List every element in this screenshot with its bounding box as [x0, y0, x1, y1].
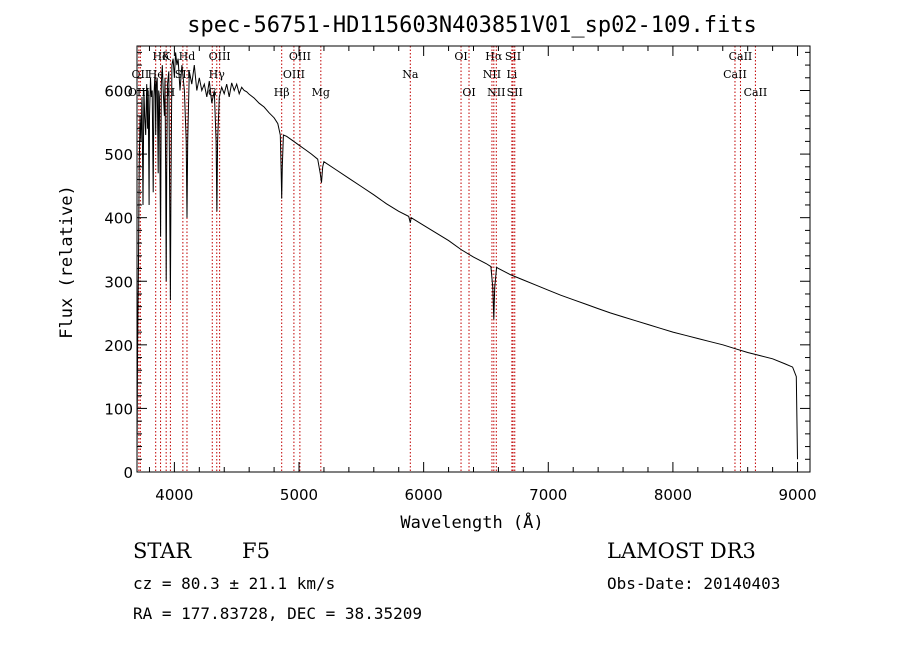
observation-date: Obs-Date: 20140403: [607, 574, 781, 593]
y-tick-label: 500: [104, 146, 133, 164]
line-marker-label: Hd: [179, 50, 196, 63]
y-tick-label: 600: [104, 83, 133, 101]
line-marker-label: SII: [505, 50, 521, 63]
survey-name: LAMOST DR3: [607, 539, 756, 563]
sky-coordinates: RA = 177.83728, DEC = 38.35209: [133, 604, 422, 623]
line-marker-label: OIII: [289, 50, 311, 63]
line-marker-label: CaII: [729, 50, 753, 63]
line-marker-label: OIII: [209, 50, 231, 63]
line-marker-label: Mg: [312, 86, 330, 99]
line-marker-label: Hα: [485, 50, 503, 63]
line-marker-label: OI: [462, 86, 475, 99]
y-tick-label: 300: [104, 273, 133, 291]
line-marker-label: Hδ: [152, 50, 169, 63]
line-marker-label: SII: [507, 86, 523, 99]
line-marker-label: NII: [487, 86, 505, 99]
y-tick-label: 100: [104, 400, 133, 418]
y-tick-label: 400: [104, 210, 133, 228]
object-class: STAR: [133, 539, 192, 563]
line-marker-label: OI: [454, 50, 467, 63]
line-marker-label: Hβ: [274, 86, 290, 99]
x-tick-label: 7000: [529, 486, 567, 504]
y-axis-label: Flux (relative): [57, 185, 77, 339]
x-tick-label: 8000: [654, 486, 692, 504]
line-marker-label: Na: [402, 68, 419, 81]
line-marker-label: Hγ: [209, 68, 226, 81]
line-marker-label: NII: [483, 68, 501, 81]
line-marker-label: H: [166, 86, 176, 99]
x-tick-label: 9000: [778, 486, 816, 504]
y-tick-label: 0: [123, 464, 133, 482]
object-subclass: F5: [242, 539, 270, 563]
x-tick-label: 4000: [155, 486, 193, 504]
line-marker-label: CaII: [744, 86, 768, 99]
redshift-cz: cz = 80.3 ± 21.1 km/s: [133, 574, 336, 593]
x-tick-label: 5000: [280, 486, 318, 504]
line-marker-label: He: [148, 68, 164, 81]
line-marker-label: G: [208, 86, 217, 99]
line-marker-label: Li: [506, 68, 517, 81]
y-tick-label: 200: [104, 337, 133, 355]
x-tick-label: 6000: [405, 486, 443, 504]
line-marker-label: OII: [132, 68, 150, 81]
plot-frame: [136, 45, 811, 473]
x-axis-label: Wavelength (Å): [400, 511, 543, 533]
x-axis-ticks: 4000 5000 6000 7000 8000 9000: [148, 46, 817, 504]
line-marker-label: OIII: [283, 68, 305, 81]
line-marker-label: CaII: [723, 68, 747, 81]
spectrum-line: [136, 52, 798, 460]
chart-title: spec-56751-HD115603N403851V01_sp02-109.f…: [187, 13, 757, 38]
line-marker-label: K: [162, 50, 171, 63]
y-axis-ticks: 0 100 200 300 400 500 600: [104, 51, 810, 482]
